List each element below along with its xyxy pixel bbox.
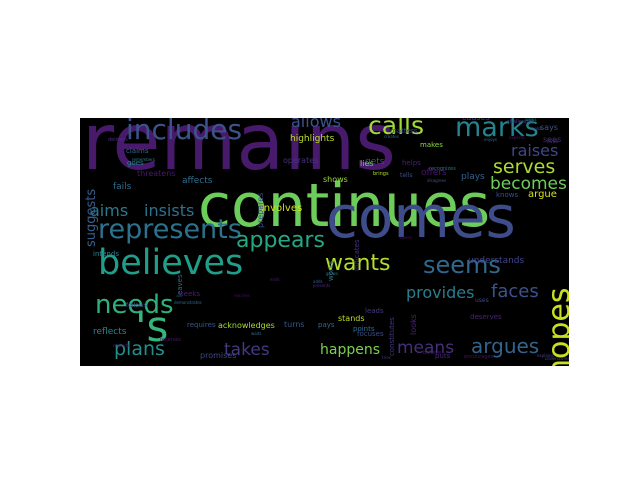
cloud-word: means xyxy=(397,338,455,358)
cloud-word: holds xyxy=(532,126,543,131)
cloud-word: believe xyxy=(423,350,442,356)
cloud-word: focuses xyxy=(357,330,384,338)
cloud-word: opens xyxy=(400,235,413,240)
cloud-word: creates xyxy=(384,134,399,139)
cloud-word: happens xyxy=(320,342,381,358)
cloud-word: faces xyxy=(491,281,539,302)
cloud-word: underscores xyxy=(545,356,569,361)
cloud-word: plans xyxy=(114,338,165,360)
cloud-word: causes xyxy=(462,118,490,122)
cloud-word: suggests xyxy=(84,188,99,247)
cloud-word: wants xyxy=(325,251,391,276)
cloud-word: remembers xyxy=(132,157,155,162)
cloud-word: lives xyxy=(547,139,559,145)
cloud-word: remains xyxy=(82,118,396,188)
cloud-word: leads xyxy=(365,307,384,315)
cloud-word: expects xyxy=(509,135,525,140)
cloud-word: needs xyxy=(95,290,174,320)
cloud-word: makes xyxy=(420,141,443,149)
cloud-word: tries xyxy=(382,355,391,360)
cloud-word: involves xyxy=(261,203,303,214)
cloud-word: constitutes xyxy=(388,317,396,356)
cloud-word: seeks xyxy=(525,118,537,122)
cloud-word: presents xyxy=(313,283,331,288)
cloud-word: highlights xyxy=(290,134,335,144)
cloud-word: adds xyxy=(313,279,323,284)
cloud-word: sees xyxy=(543,135,562,144)
cloud-word: disagrees xyxy=(427,178,447,183)
cloud-word: threatens xyxy=(137,169,176,178)
cloud-word: ends xyxy=(270,277,280,282)
cloud-word: intends xyxy=(93,250,119,258)
cloud-word: stands xyxy=(338,314,365,323)
cloud-word: encourages xyxy=(464,354,494,360)
cloud-word: fails xyxy=(113,182,132,192)
cloud-word: requires xyxy=(187,321,216,329)
cloud-word: points xyxy=(353,325,375,333)
cloud-word: waits xyxy=(251,331,262,336)
cloud-word: gets xyxy=(365,157,385,167)
cloud-word: shows xyxy=(323,175,348,184)
cloud-word: explains xyxy=(537,353,554,358)
cloud-word: argue xyxy=(528,189,557,200)
cloud-word: reaches xyxy=(234,293,250,298)
cloud-word: raises xyxy=(511,141,559,160)
cloud-word: operates xyxy=(283,156,319,165)
cloud-word: seems xyxy=(423,251,501,279)
cloud-word: insists xyxy=(144,201,195,220)
cloud-word: allows xyxy=(291,118,341,131)
cloud-word: grows xyxy=(326,271,338,276)
cloud-word: indicates xyxy=(353,239,361,271)
cloud-word: becomes xyxy=(490,174,567,194)
cloud-word: enjoys xyxy=(484,137,498,142)
cloud-word: includes xyxy=(126,118,243,146)
cloud-word: matters xyxy=(390,127,418,135)
cloud-word: offers xyxy=(421,168,447,178)
cloud-word: goes xyxy=(127,159,144,167)
cloud-word: recognizes xyxy=(429,166,456,172)
cloud-word: 's xyxy=(135,302,169,351)
cloud-word: seeks xyxy=(180,290,200,298)
cloud-word: pays xyxy=(318,321,335,329)
cloud-word: uses xyxy=(475,297,489,304)
cloud-word: aims xyxy=(90,201,129,220)
cloud-word: argues xyxy=(471,334,540,358)
cloud-word: believes xyxy=(98,243,244,283)
cloud-word: reflects xyxy=(93,327,127,337)
cloud-word: looks xyxy=(409,314,418,335)
cloud-word: promises xyxy=(200,351,237,360)
cloud-word: challenges xyxy=(507,119,534,125)
cloud-word: provides xyxy=(406,283,475,302)
cloud-word: claims xyxy=(126,147,149,155)
cloud-word: demonstrates xyxy=(174,300,202,305)
cloud-word: follows xyxy=(126,302,147,309)
cloud-word: lies xyxy=(360,159,374,168)
cloud-word: delivers xyxy=(108,137,128,143)
cloud-word: plays xyxy=(461,172,485,182)
cloud-word: serves xyxy=(493,156,556,178)
cloud-word: tells xyxy=(400,172,413,179)
cloud-word: receives xyxy=(160,337,181,343)
cloud-word: takes xyxy=(224,340,270,360)
cloud-word: says xyxy=(540,123,558,132)
cloud-word: continues xyxy=(198,171,491,241)
cloud-word: comes xyxy=(326,183,516,251)
cloud-word: turns xyxy=(284,320,305,329)
cloud-word: affects xyxy=(182,176,213,186)
word-cloud: remains continues comes believes represents i… xyxy=(80,118,569,366)
cloud-word: respects xyxy=(113,343,130,348)
cloud-word: knows xyxy=(496,191,519,199)
cloud-word: marks xyxy=(455,118,539,143)
cloud-word: represents xyxy=(98,214,242,245)
cloud-word: puts xyxy=(435,352,451,360)
cloud-word: appears xyxy=(236,228,325,253)
cloud-word: calls xyxy=(368,118,424,140)
cloud-word: understands xyxy=(468,256,525,266)
cloud-word: helps xyxy=(402,159,421,167)
cloud-word: prepares xyxy=(256,192,265,228)
cloud-word: deserves xyxy=(470,313,502,321)
cloud-word: acknowledges xyxy=(218,321,275,330)
cloud-word: brings xyxy=(373,171,389,177)
